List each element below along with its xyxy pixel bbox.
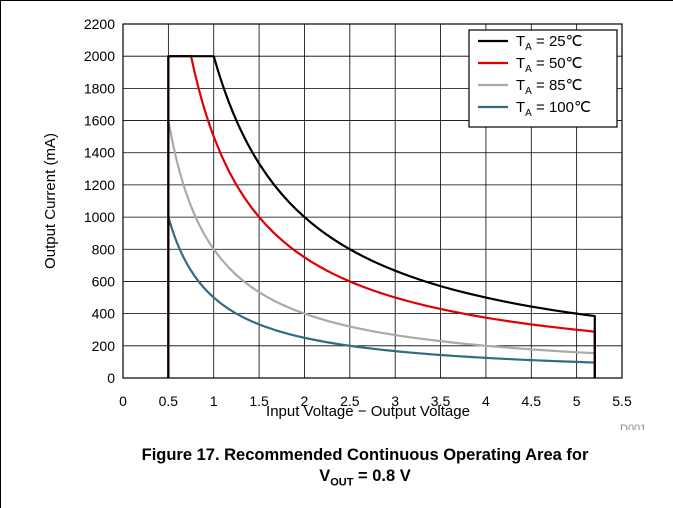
legend-box [468, 29, 618, 128]
series-line-100c [167, 215, 596, 378]
y-tick-label: 2000 [84, 48, 115, 64]
page-border-top [0, 0, 673, 1]
x-tick-label: 4.5 [522, 393, 542, 409]
y-tick-label: 1200 [84, 177, 115, 193]
y-tick-label: 200 [92, 338, 116, 354]
x-tick-label: 1 [210, 393, 218, 409]
legend-label: TA = 85℃ [516, 77, 582, 97]
y-axis-title: Output Current (mA) [42, 133, 59, 269]
y-tick-label: 2200 [84, 16, 115, 32]
caption-line-1: Figure 17. Recommended Continuous Operat… [141, 446, 589, 464]
plot-border [122, 23, 623, 379]
x-axis-title: Input Voltage − Output Voltage [266, 403, 470, 420]
legend-label: TA = 100℃ [516, 99, 591, 119]
y-tick-label: 800 [92, 241, 116, 257]
series-line-85c [167, 119, 596, 378]
legend-label: TA = 25℃ [516, 33, 582, 53]
caption-v: V [319, 467, 331, 485]
x-tick-label: 1.5 [249, 393, 269, 409]
figure-caption: Figure 17. Recommended Continuous Operat… [40, 446, 673, 488]
y-tick-label: 0 [107, 370, 115, 386]
y-tick-label: 400 [92, 306, 116, 322]
x-tick-label: 0.5 [159, 393, 179, 409]
series-line-50c [167, 55, 596, 378]
x-tick-label: 5 [573, 393, 581, 409]
x-tick-label: 4 [482, 393, 490, 409]
y-tick-label: 1400 [84, 145, 115, 161]
caption-value: = 0.8 V [353, 467, 411, 485]
x-tick-label: 5.5 [612, 393, 632, 409]
x-tick-label: 2.5 [340, 393, 360, 409]
legend: TA = 25℃TA = 50℃TA = 85℃TA = 100℃ [468, 29, 618, 128]
x-tick-labels: 0 0.5 1 1.5 2 2.5 3 3.5 4 4.5 5 5.5 [119, 393, 632, 409]
series-lines [167, 55, 596, 378]
operating-area-chart: 0 0.5 1 1.5 2 2.5 3 3.5 4 4.5 5 5.5 0 200 400 600 800 10… [42, 16, 646, 430]
caption-out-sub: OUT [330, 476, 354, 489]
y-tick-labels: 0 200 400 600 800 1000 1200 1400 1600 1800 2000 220… [84, 16, 115, 386]
series-line-25c [167, 55, 596, 378]
legend-label: TA = 50℃ [516, 55, 582, 75]
y-tick-label: 1800 [84, 80, 115, 96]
y-tick-label: 1000 [84, 209, 115, 225]
x-tick-label: 3.5 [431, 393, 451, 409]
x-tick-label: 0 [119, 393, 127, 409]
figure-id-label: D001 [620, 423, 646, 430]
y-tick-label: 1600 [84, 113, 115, 129]
caption-line-2: VOUT = 0.8 V [40, 467, 673, 488]
y-tick-label: 600 [92, 273, 116, 289]
x-tick-label: 2 [301, 393, 309, 409]
page-border-left [0, 0, 1, 508]
x-tick-label: 3 [391, 393, 399, 409]
